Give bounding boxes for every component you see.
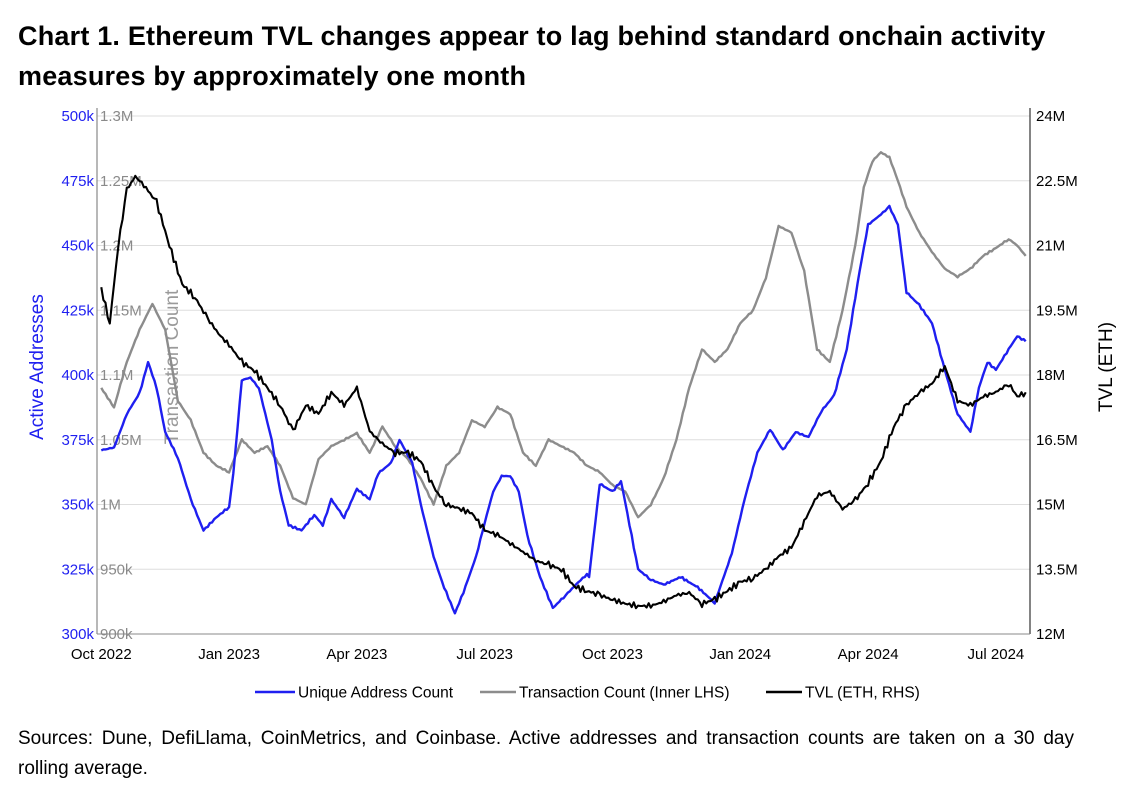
left-tick-label: 450k xyxy=(61,238,94,255)
right-tick-label: 18M xyxy=(1036,367,1065,384)
sources-footnote: Sources: Dune, DefiLlama, CoinMetrics, a… xyxy=(18,728,1074,779)
inner-tick-label: 1.05M xyxy=(100,432,142,449)
inner-tick-label: 1.1M xyxy=(100,367,133,384)
x-tick-label: Jan 2024 xyxy=(709,646,771,663)
legend-tvl-label: TVL (ETH, RHS) xyxy=(805,685,920,702)
left-tick-label: 375k xyxy=(61,432,94,449)
right-tick-label: 13.5M xyxy=(1036,561,1078,578)
inner-tick-label: 950k xyxy=(100,561,133,578)
inner-tick-label: 1.3M xyxy=(100,108,133,125)
left-tick-label: 300k xyxy=(61,626,94,643)
right-tick-label: 21M xyxy=(1036,238,1065,255)
x-tick-label: Apr 2023 xyxy=(326,646,387,663)
left-axis-title: Active Addresses xyxy=(27,294,48,440)
inner-tick-label: 900k xyxy=(100,626,133,643)
right-tick-label: 22.5M xyxy=(1036,173,1078,190)
right-axis-title: TVL (ETH) xyxy=(1096,322,1117,412)
tick-labels: 300k 325k 350k 375k 400k 425k 450k 475k 500k 900k… xyxy=(27,108,1117,663)
x-tick-label: Jul 2023 xyxy=(456,646,513,663)
legend-transaction-count-label: Transaction Count (Inner LHS) xyxy=(519,685,730,702)
x-tick-label: Oct 2022 xyxy=(71,646,132,663)
series-lines xyxy=(100,151,1027,615)
x-tick-label: Jan 2023 xyxy=(198,646,260,663)
x-tick-label: Oct 2023 xyxy=(582,646,643,663)
left-tick-label: 425k xyxy=(61,302,94,319)
right-tick-label: 24M xyxy=(1036,108,1065,125)
legend-unique-address-count-label: Unique Address Count xyxy=(298,685,454,702)
left-tick-label: 500k xyxy=(61,108,94,125)
series-unique-address-count xyxy=(100,204,1027,615)
x-tick-label: Jul 2024 xyxy=(968,646,1025,663)
inner-tick-label: 1.2M xyxy=(100,238,133,255)
gridlines xyxy=(97,115,1030,635)
inner-tick-label: 1.25M xyxy=(100,173,142,190)
right-tick-label: 19.5M xyxy=(1036,302,1078,319)
x-tick-label: Apr 2024 xyxy=(838,646,899,663)
left-tick-label: 400k xyxy=(61,367,94,384)
series-transaction-count xyxy=(100,151,1027,519)
axes xyxy=(96,108,1031,635)
left-tick-label: 475k xyxy=(61,173,94,190)
right-tick-label: 12M xyxy=(1036,626,1065,643)
left-tick-label: 325k xyxy=(61,561,94,578)
right-tick-label: 15M xyxy=(1036,497,1065,514)
chart: 300k 325k 350k 375k 400k 425k 450k 475k 500k 900k… xyxy=(27,108,1117,702)
left-tick-label: 350k xyxy=(61,497,94,514)
right-tick-label: 16.5M xyxy=(1036,432,1078,449)
inner-tick-label: 1M xyxy=(100,497,121,514)
legend: Unique Address Count Transaction Count (I… xyxy=(255,685,920,702)
chart-title: Chart 1. Ethereum TVL changes appear to … xyxy=(18,21,1046,91)
series-tvl xyxy=(100,174,1027,610)
